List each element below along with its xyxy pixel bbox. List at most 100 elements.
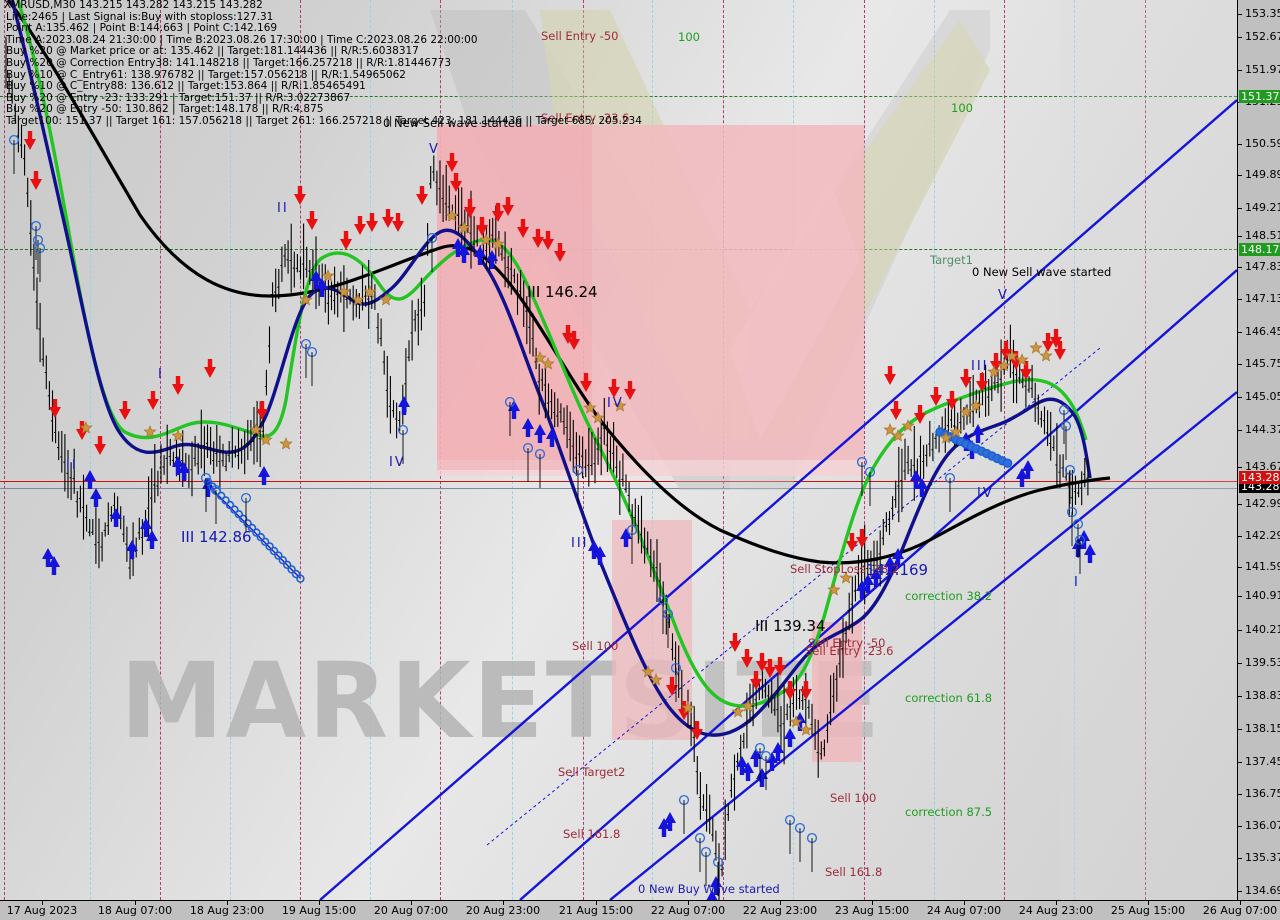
header-line-5: Buy %20 @ Correction Entry38: 141.148218…	[6, 56, 452, 69]
time-tick-label: 18 Aug 23:00	[189, 904, 265, 917]
time-tick	[227, 901, 228, 905]
buy-arrow-icon	[522, 418, 534, 437]
price-tick-label: 141.590	[1245, 560, 1280, 573]
buy-arrow-icon	[486, 250, 498, 269]
annotation-new-sell-wave-top: 0 New Sell wave started	[383, 116, 523, 130]
annotation-wave-i-left: I	[158, 367, 164, 382]
buy-arrow-icon	[856, 580, 868, 599]
buy-arrow-icon	[594, 546, 606, 565]
sell-arrow-icon	[464, 199, 476, 218]
time-tick	[964, 901, 965, 905]
sell-arrow-icon	[562, 325, 574, 344]
price-tick	[1238, 364, 1242, 365]
price-tick	[1238, 504, 1242, 505]
sell-arrow-icon	[580, 373, 592, 392]
fractal-star-icon	[613, 399, 627, 412]
fractal-star-icon	[959, 405, 973, 418]
time-tick-label: 26 Aug 07:00	[1202, 904, 1278, 917]
buy-arrow-icon	[140, 518, 152, 537]
descending-ribbon-marker	[278, 555, 287, 565]
sell-arrow-icon	[366, 213, 378, 232]
time-tick	[596, 901, 597, 905]
time-tick-label: 20 Aug 23:00	[465, 904, 541, 917]
descending-ribbon-marker	[247, 523, 257, 533]
fractal-star-icon	[583, 401, 597, 414]
price-tick-label: 142.990	[1245, 497, 1280, 510]
header-line-8: Buy %20 @ Entry -23: 133.291 | Target:15…	[6, 91, 351, 104]
descending-ribbon-marker	[239, 514, 248, 523]
fractal-star-icon	[379, 293, 393, 306]
buy-arrow-icon	[884, 556, 896, 575]
price-tick	[1238, 826, 1242, 827]
price-tick	[1238, 37, 1242, 38]
signal-arrows	[24, 131, 1096, 900]
buy-arrow-icon	[916, 478, 928, 497]
gridline-major	[1004, 0, 1005, 900]
buy-arrow-icon	[620, 528, 632, 547]
price-tick-label: 153.350	[1245, 7, 1280, 20]
fractal-star-icon	[457, 221, 471, 234]
price-tick	[1238, 596, 1242, 597]
price-tick	[1238, 299, 1242, 300]
gridline-minor	[1074, 0, 1075, 900]
price-tick	[1238, 630, 1242, 631]
price-tick	[1238, 536, 1242, 537]
annotation-wave-iv-mid2: IV	[607, 396, 624, 411]
gridline-minor	[230, 0, 231, 900]
annotation-wave-iii-142: III 142.86	[181, 528, 252, 546]
buy-arrow-icon	[458, 244, 470, 263]
time-tick-label: 24 Aug 23:00	[1018, 904, 1094, 917]
fractal-star-icon	[741, 699, 755, 712]
sell-arrow-icon	[774, 657, 786, 676]
current-price-line	[0, 481, 1237, 482]
fractal-star-icon	[249, 423, 263, 436]
price-tick-label: 136.070	[1245, 819, 1280, 832]
header-line-10: Target100: 151.37 || Target 161: 157.056…	[6, 114, 642, 127]
annotation-wave-iv-right: IV	[977, 486, 994, 501]
descending-ribbon-marker	[243, 519, 252, 528]
price-tick-label: 151.970	[1245, 63, 1280, 76]
sell-arrow-icon	[990, 353, 1002, 372]
price-tick	[1238, 663, 1242, 664]
sell-arrow-icon	[446, 153, 458, 172]
price-tick	[1238, 14, 1242, 15]
buy-arrow-icon	[756, 768, 768, 787]
time-tick	[1240, 901, 1241, 905]
fractal-star-icon	[883, 423, 897, 436]
sell-arrow-icon	[1042, 333, 1054, 352]
fractal-star-icon	[997, 359, 1011, 372]
descending-ribbon-marker	[252, 528, 261, 537]
price-tick	[1238, 144, 1242, 145]
time-tick-label: 17 Aug 2023	[6, 904, 78, 917]
buy-arrow-icon	[862, 574, 874, 593]
gridline-minor	[934, 0, 935, 900]
fractal-star-icon	[351, 293, 365, 306]
sell-arrow-icon	[1000, 341, 1012, 360]
fractal-star-icon	[827, 583, 841, 596]
annotation-wave-iv-mid: IV	[389, 455, 406, 470]
chart-plot-area[interactable]: MARKETSITE	[0, 0, 1237, 900]
price-tick-label: 144.370	[1245, 423, 1280, 436]
gridline-major	[300, 0, 301, 900]
fractal-star-icon	[731, 705, 745, 718]
candlestick-series	[4, 36, 1089, 900]
price-tick-label: 143.670	[1245, 460, 1280, 473]
buy-arrow-icon	[892, 548, 904, 567]
buy-arrow-icon	[1016, 468, 1028, 487]
descending-ribbon-marker	[274, 551, 283, 560]
time-axis[interactable]: 17 Aug 2023 18 Aug 07:00 18 Aug 23:00 19 Au…	[0, 900, 1280, 920]
descending-ribbon-marker	[234, 510, 244, 519]
price-tick-label: 147.830	[1245, 260, 1280, 273]
annotation-wave-iii-146: III 146.24	[527, 283, 598, 301]
fractal-star-icon	[1029, 341, 1043, 354]
price-axis[interactable]: 153.350152.670151.970151.290150.590149.8…	[1237, 0, 1280, 900]
buy-arrow-icon	[84, 470, 96, 489]
buy-arrow-icon	[508, 400, 520, 419]
annotation-wave-ii-left: II	[277, 201, 289, 216]
price-tick-label: 138.150	[1245, 722, 1280, 735]
fractal-star-icon	[591, 411, 605, 424]
descending-ribbon-marker	[221, 496, 230, 505]
sell-arrow-icon	[147, 391, 159, 410]
time-tick	[780, 901, 781, 905]
buy-arrow-icon	[534, 424, 546, 443]
